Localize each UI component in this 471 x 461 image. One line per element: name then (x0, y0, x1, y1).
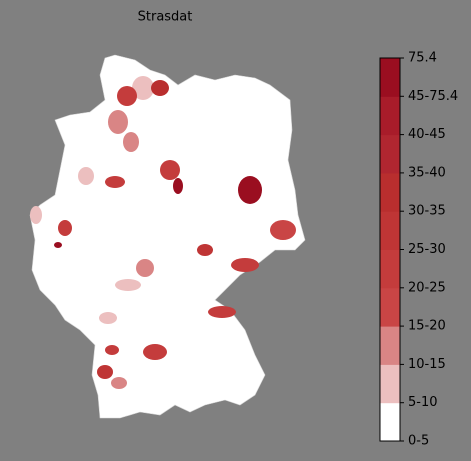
districts (30, 76, 296, 389)
district (231, 258, 259, 272)
map-title: Strasdat (138, 10, 193, 25)
district (208, 306, 236, 318)
colorbar-segment (380, 172, 400, 212)
district (143, 344, 167, 360)
district (78, 167, 94, 185)
district (270, 220, 296, 240)
district (160, 160, 180, 180)
colorbar-segment (380, 96, 400, 136)
colorbar-label: 0-5 (408, 434, 429, 449)
district (97, 365, 113, 379)
colorbar-segment (380, 211, 400, 250)
colorbar-label: 25-30 (408, 242, 446, 257)
colorbar-label: 10-15 (408, 357, 446, 372)
colorbar-label: 20-25 (408, 280, 446, 295)
district (108, 110, 128, 134)
district (151, 80, 169, 96)
district (111, 377, 127, 389)
germany-map (29, 54, 306, 419)
district (115, 279, 141, 291)
district (197, 244, 213, 256)
district (105, 345, 119, 355)
colorbar-label: 45-75.4 (408, 89, 458, 104)
colorbar-segment (380, 134, 400, 174)
colorbar-label: 75.4 (408, 51, 437, 66)
district (99, 312, 117, 324)
colorbar-segment (380, 287, 400, 327)
colorbar-segment (380, 249, 400, 289)
district (123, 132, 139, 152)
colorbar-label: 15-20 (408, 319, 446, 334)
district (105, 176, 125, 188)
district (117, 86, 137, 106)
colorbar-segment (380, 364, 400, 404)
district (54, 242, 62, 248)
district (132, 76, 154, 100)
district (238, 176, 262, 204)
colorbar-label: 30-35 (408, 204, 446, 219)
colorbar: 0-5 5-10 10-15 15-20 20-25 25-30 30-35 35-40 40-… (379, 51, 458, 449)
district (173, 178, 183, 194)
district (30, 206, 42, 224)
colorbar-segment (380, 326, 400, 365)
colorbar-label: 35-40 (408, 165, 446, 180)
district (136, 259, 154, 277)
colorbar-label: 5-10 (408, 395, 438, 410)
colorbar-segment (380, 402, 400, 442)
district (58, 220, 72, 236)
colorbar-segment (380, 58, 400, 97)
colorbar-label: 40-45 (408, 127, 446, 142)
